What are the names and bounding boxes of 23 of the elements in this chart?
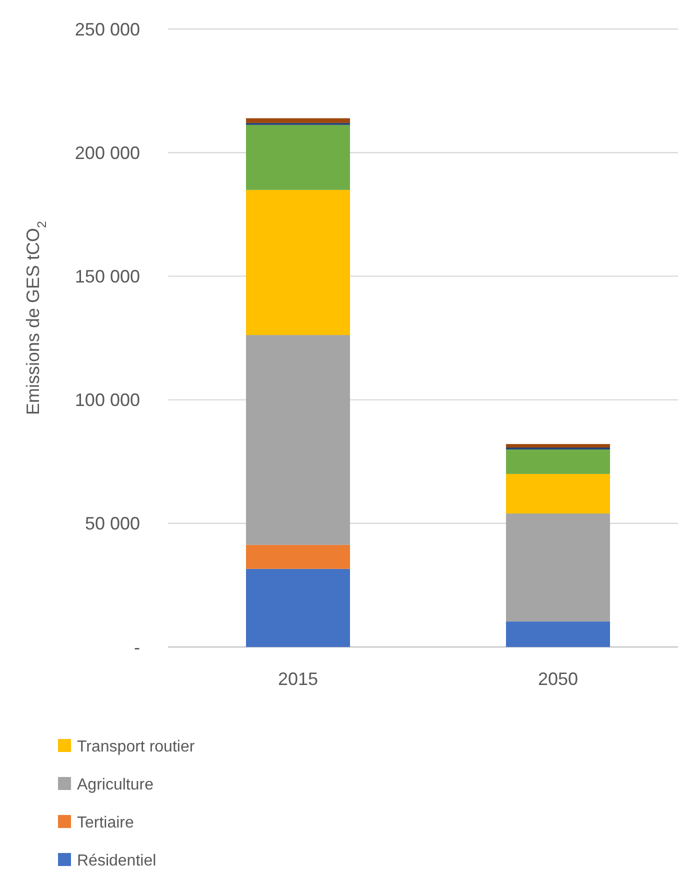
x-tick-label: 2050 — [538, 669, 578, 689]
bar — [506, 449, 610, 474]
y-tick-label: 100 000 — [74, 390, 140, 410]
bar — [506, 514, 610, 622]
bar — [246, 118, 350, 123]
bar — [506, 444, 610, 448]
y-tick-label: - — [134, 637, 140, 658]
legend-label: Résidentiel — [77, 852, 156, 870]
bar — [246, 190, 350, 336]
bar — [246, 335, 350, 545]
legend-label: Transport routier — [77, 738, 196, 756]
bar — [506, 622, 610, 647]
y-tick-label: 50 000 — [84, 514, 140, 534]
y-tick-label: 250 000 — [74, 19, 140, 40]
bar — [246, 568, 350, 647]
bar — [506, 474, 610, 514]
legend-label: Agriculture — [77, 776, 154, 794]
y-tick-label: 200 000 — [74, 142, 140, 163]
legend-label: Tertiaire — [77, 814, 134, 832]
x-tick-label: 2015 — [278, 669, 318, 689]
bar — [246, 124, 350, 190]
bar — [246, 544, 350, 569]
y-tick-label: 150 000 — [74, 266, 140, 286]
